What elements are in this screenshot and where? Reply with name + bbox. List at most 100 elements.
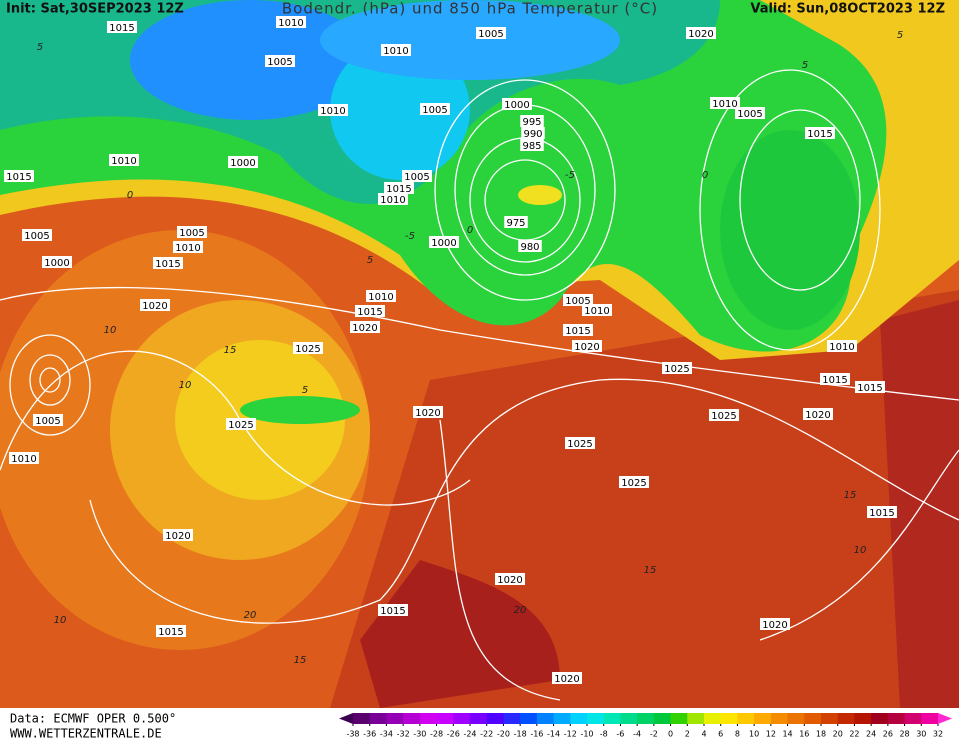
isobar-label: 1025 [664, 364, 689, 375]
scale-swatch [787, 713, 805, 724]
scale-label: 28 [899, 730, 909, 739]
isotherm-label: 0 [127, 190, 133, 201]
isobar-label: 990 [523, 129, 542, 140]
scale-label: -26 [447, 730, 460, 739]
isobar-label: 1005 [478, 29, 503, 40]
scale-label: -36 [363, 730, 376, 739]
label-box [827, 340, 857, 352]
scale-label: 32 [933, 730, 943, 739]
isobar-label: 1015 [869, 508, 894, 519]
isobar-label: 1025 [621, 478, 646, 489]
label-box [735, 107, 765, 119]
scale-label: -10 [580, 730, 593, 739]
scale-label: 26 [883, 730, 893, 739]
isotherm-label: 0 [702, 170, 708, 181]
isobar-label: 1015 [857, 383, 882, 394]
scale-label: -8 [600, 730, 608, 739]
scale-swatch [637, 713, 655, 724]
scale-label: 0 [668, 730, 673, 739]
isobar-label: 985 [522, 141, 541, 152]
scale-swatch [353, 713, 371, 724]
isobar-label: 1020 [165, 531, 190, 542]
isobar-label: 1015 [380, 606, 405, 617]
isobar-label: 1005 [267, 57, 292, 68]
label-box [420, 103, 450, 115]
scale-label: 22 [849, 730, 859, 739]
isobar-label: 1015 [386, 184, 411, 195]
label-box [820, 373, 850, 385]
label-box [565, 437, 595, 449]
label-box [107, 21, 137, 33]
label-box [413, 406, 443, 418]
temperature-field [0, 0, 959, 708]
label-box [805, 127, 835, 139]
scale-swatch [854, 713, 872, 724]
isobar-label: 1015 [565, 326, 590, 337]
isobar-label: 1005 [24, 231, 49, 242]
label-box [563, 294, 593, 306]
isobar-label: 1010 [368, 292, 393, 303]
scale-swatch [653, 713, 672, 724]
label-box [662, 362, 692, 374]
isobar-label: 1000 [504, 100, 529, 111]
scale-label: -28 [430, 730, 443, 739]
scale-swatch [821, 713, 839, 724]
isotherm-label: 15 [224, 345, 237, 356]
label-box [173, 241, 203, 253]
label-box [855, 381, 885, 393]
scale-swatch [386, 713, 404, 724]
field-cold-blob [240, 396, 360, 424]
label-box [760, 618, 790, 630]
isobar-label: 1020 [415, 408, 440, 419]
scale-label: -32 [397, 730, 410, 739]
isobar-label: 1015 [109, 23, 134, 34]
isotherm-label: 10 [179, 380, 192, 391]
scale-swatch [536, 713, 555, 724]
isobar-label: 1015 [155, 259, 180, 270]
isobar-label: 1010 [111, 156, 136, 167]
isobar-label: 1020 [554, 674, 579, 685]
isotherm-label: 15 [294, 655, 307, 666]
label-box [350, 321, 380, 333]
isobar-label: 1000 [44, 258, 69, 269]
scale-label: 20 [833, 730, 843, 739]
isobar-label: 1015 [807, 129, 832, 140]
scale-label: -24 [463, 730, 476, 739]
scale-label: -16 [530, 730, 543, 739]
label-box [384, 182, 414, 194]
isobar-label: 1020 [688, 29, 713, 40]
isobar-label: 1025 [567, 439, 592, 450]
label-box [710, 97, 740, 109]
scale-label: 6 [718, 730, 723, 739]
label-box [563, 324, 593, 336]
label-box [686, 27, 716, 39]
scale-swatch [503, 713, 521, 724]
scale-label: -14 [547, 730, 560, 739]
scale-swatch [553, 713, 571, 724]
label-box [504, 216, 528, 228]
label-box [619, 476, 649, 488]
scale-label: 10 [749, 730, 759, 739]
label-box [520, 139, 544, 151]
scale-swatch [603, 713, 621, 724]
scale-label: 14 [782, 730, 792, 739]
isotherm-label: 5 [302, 385, 308, 396]
scale-swatch [687, 713, 705, 724]
scale-swatch [770, 713, 789, 724]
scale-label: -4 [633, 730, 641, 739]
scale-label: 4 [701, 730, 706, 739]
label-box [9, 452, 39, 464]
label-box [495, 573, 525, 585]
color-scale: -38 -36 -34 -32 -30 -28 -26 -24 -22 -20 -18 -16 -14-… [339, 713, 952, 739]
scale-swatch [403, 713, 421, 724]
label-box [381, 44, 411, 56]
scale-swatch [453, 713, 471, 724]
isobar-label: 1025 [228, 420, 253, 431]
isotherm-label: 5 [897, 30, 903, 41]
field-very-cold [320, 0, 620, 80]
label-box [265, 55, 295, 67]
field-cold-blob [720, 130, 860, 330]
scale-label: -30 [413, 730, 426, 739]
isotherm-label: -5 [405, 231, 415, 242]
